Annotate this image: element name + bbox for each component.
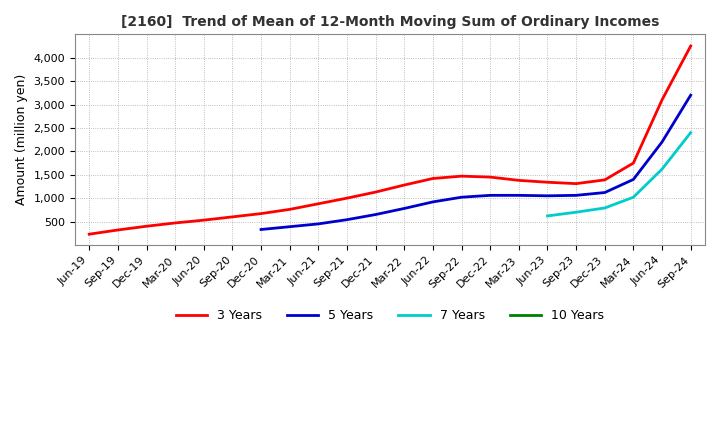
5 Years bbox=[285, 224, 294, 229]
3 Years bbox=[285, 207, 294, 212]
5 Years bbox=[515, 193, 523, 198]
5 Years bbox=[486, 193, 495, 198]
Legend: 3 Years, 5 Years, 7 Years, 10 Years: 3 Years, 5 Years, 7 Years, 10 Years bbox=[171, 304, 609, 327]
3 Years bbox=[314, 201, 323, 206]
3 Years bbox=[343, 195, 351, 201]
3 Years bbox=[228, 214, 237, 220]
3 Years bbox=[572, 181, 580, 186]
5 Years bbox=[314, 221, 323, 227]
3 Years bbox=[486, 174, 495, 180]
Line: 3 Years: 3 Years bbox=[89, 46, 690, 234]
5 Years bbox=[600, 190, 609, 195]
7 Years bbox=[600, 205, 609, 211]
5 Years bbox=[657, 139, 666, 145]
3 Years bbox=[543, 180, 552, 185]
3 Years bbox=[686, 44, 695, 49]
5 Years bbox=[457, 194, 466, 200]
5 Years bbox=[428, 199, 437, 205]
3 Years bbox=[657, 97, 666, 103]
3 Years bbox=[600, 177, 609, 183]
3 Years bbox=[428, 176, 437, 181]
3 Years bbox=[400, 183, 408, 188]
3 Years bbox=[171, 220, 179, 226]
7 Years bbox=[686, 130, 695, 135]
5 Years bbox=[686, 92, 695, 98]
Y-axis label: Amount (million yen): Amount (million yen) bbox=[15, 74, 28, 205]
Line: 5 Years: 5 Years bbox=[261, 95, 690, 230]
Line: 7 Years: 7 Years bbox=[547, 132, 690, 216]
3 Years bbox=[114, 227, 122, 233]
7 Years bbox=[543, 213, 552, 219]
7 Years bbox=[572, 209, 580, 215]
5 Years bbox=[543, 193, 552, 198]
5 Years bbox=[372, 212, 380, 217]
5 Years bbox=[343, 217, 351, 222]
Title: [2160]  Trend of Mean of 12-Month Moving Sum of Ordinary Incomes: [2160] Trend of Mean of 12-Month Moving … bbox=[121, 15, 659, 29]
5 Years bbox=[257, 227, 266, 232]
5 Years bbox=[572, 193, 580, 198]
3 Years bbox=[142, 224, 150, 229]
3 Years bbox=[457, 173, 466, 179]
7 Years bbox=[657, 166, 666, 172]
3 Years bbox=[515, 178, 523, 183]
5 Years bbox=[629, 177, 638, 182]
5 Years bbox=[400, 206, 408, 211]
3 Years bbox=[199, 217, 208, 223]
3 Years bbox=[257, 211, 266, 216]
3 Years bbox=[372, 190, 380, 195]
3 Years bbox=[629, 161, 638, 166]
3 Years bbox=[85, 231, 94, 237]
7 Years bbox=[629, 194, 638, 200]
